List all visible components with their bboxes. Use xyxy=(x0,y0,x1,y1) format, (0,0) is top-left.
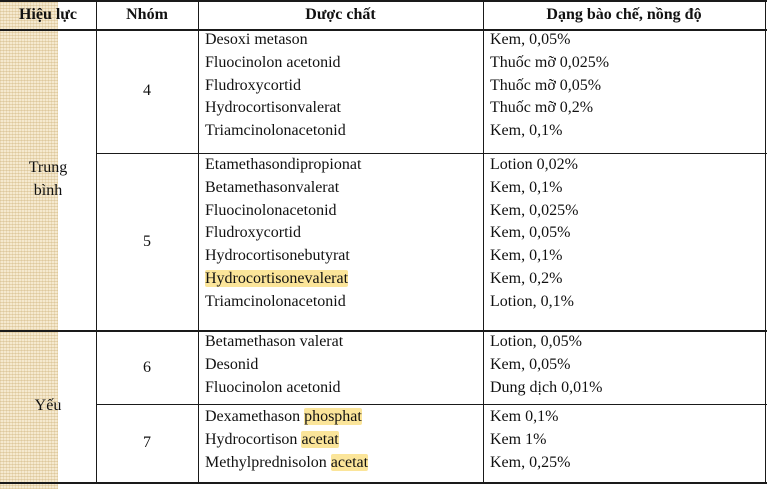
dosage-form: Lotion, 0,05% xyxy=(490,333,582,350)
group-number: 6 xyxy=(143,359,151,376)
drug-name: Etamethasondipropionat xyxy=(205,156,362,173)
header-form: Dạng bào chế, nồng độ xyxy=(546,6,702,23)
potency-column-background xyxy=(0,0,58,489)
drug-name: Hydrocortisonvalerat xyxy=(205,99,341,117)
group-number: 7 xyxy=(143,434,151,451)
drug-base: Hydrocortison xyxy=(205,430,302,448)
drug-name: Betamethason valerat xyxy=(205,333,344,350)
dosage-form: Kem, 0,05% xyxy=(490,31,571,48)
drug-salt-highlighted: acetat xyxy=(301,430,339,448)
drug-name: Hydrocortison acetat xyxy=(205,429,368,452)
dosage-form: Kem, 0,1% xyxy=(490,122,563,140)
drug-name: Fludroxycortid xyxy=(205,76,301,94)
drug-salt-highlighted: phosphat xyxy=(304,408,362,425)
drug-name: Triamcinolonacetonid xyxy=(205,122,346,140)
drug-name: Dexamethason phosphat xyxy=(205,406,368,429)
drug-name: Hydrocortisonebutyrat xyxy=(205,247,350,265)
dosage-form: Dung dịch 0,01% xyxy=(490,378,603,396)
drug-name: Fluocinolonacetonid xyxy=(205,201,337,219)
header-group: Nhóm xyxy=(126,6,168,23)
dosage-form: Kem, 0,2% xyxy=(490,269,563,287)
group-number: 4 xyxy=(143,82,151,99)
drug-name: Fluocinolon acetonid xyxy=(205,378,341,396)
potency-medium-line1: Trung xyxy=(28,159,68,176)
form-list-group-6: Lotion, 0,05% Kem, 0,05% Dung dịch 0,01% xyxy=(490,331,602,399)
drug-name: Fluocinolon acetonid xyxy=(205,53,341,71)
form-list-group-4: Kem, 0,05% Thuốc mỡ 0,025% Thuốc mỡ 0,05… xyxy=(490,29,609,143)
form-list-group-7: Kem 0,1% Kem 1% Kem, 0,25% xyxy=(490,406,570,474)
drug-name: Fludroxycortid xyxy=(205,224,301,242)
header-potency: Hiệu lực xyxy=(18,6,78,23)
potency-weak: Yếu xyxy=(34,397,62,414)
drug-name: Betamethasonvalerat xyxy=(205,178,340,196)
potency-medium: Trung bình xyxy=(0,157,96,203)
drug-name: Desoxi metason xyxy=(205,31,308,48)
drug-list-group-5: Etamethasondipropionat Betamethasonvaler… xyxy=(205,154,361,314)
drug-base: Methylprednisolon xyxy=(205,453,331,471)
dosage-form: Kem, 0,1% xyxy=(490,178,563,196)
drug-name: Desonid xyxy=(205,355,259,373)
potency-medium-line2: bình xyxy=(33,181,63,199)
dosage-form: Thuốc mỡ 0,2% xyxy=(490,99,594,117)
dosage-form: Kem 1% xyxy=(490,430,547,448)
drug-name: Methylprednisolon acetat xyxy=(205,452,369,475)
dosage-form: Kem, 0,05% xyxy=(490,224,571,242)
dosage-form: Kem, 0,025% xyxy=(490,201,579,219)
dosage-form: Kem, 0,05% xyxy=(490,355,571,373)
drug-salt-highlighted: acetat xyxy=(330,453,369,471)
dosage-form: Kem, 0,25% xyxy=(490,453,571,471)
dosage-form: Lotion, 0,1% xyxy=(490,292,574,310)
dosage-form: Thuốc mỡ 0,025% xyxy=(490,53,610,71)
form-list-group-5: Lotion 0,02% Kem, 0,1% Kem, 0,025% Kem, … xyxy=(490,154,578,314)
dosage-form: Kem 0,1% xyxy=(490,408,559,425)
drug-list-group-7: Dexamethason phosphat Hydrocortison acet… xyxy=(205,406,369,475)
drug-list-group-6: Betamethason valerat Desonid Fluocinolon… xyxy=(205,331,343,399)
drug-base: Dexamethason xyxy=(205,408,305,425)
group-number: 5 xyxy=(143,233,151,250)
drug-name: Triamcinolonacetonid xyxy=(205,292,346,310)
dosage-form: Thuốc mỡ 0,05% xyxy=(490,76,602,94)
dosage-form: Kem, 0,1% xyxy=(490,247,563,265)
drug-name-highlighted: Hydrocortisonevalerat xyxy=(205,269,349,287)
dosage-form: Lotion 0,02% xyxy=(490,156,578,173)
drug-list-group-4: Desoxi metason Fluocinolon acetonid Flud… xyxy=(205,29,346,143)
header-drug: Dược chất xyxy=(305,6,376,23)
